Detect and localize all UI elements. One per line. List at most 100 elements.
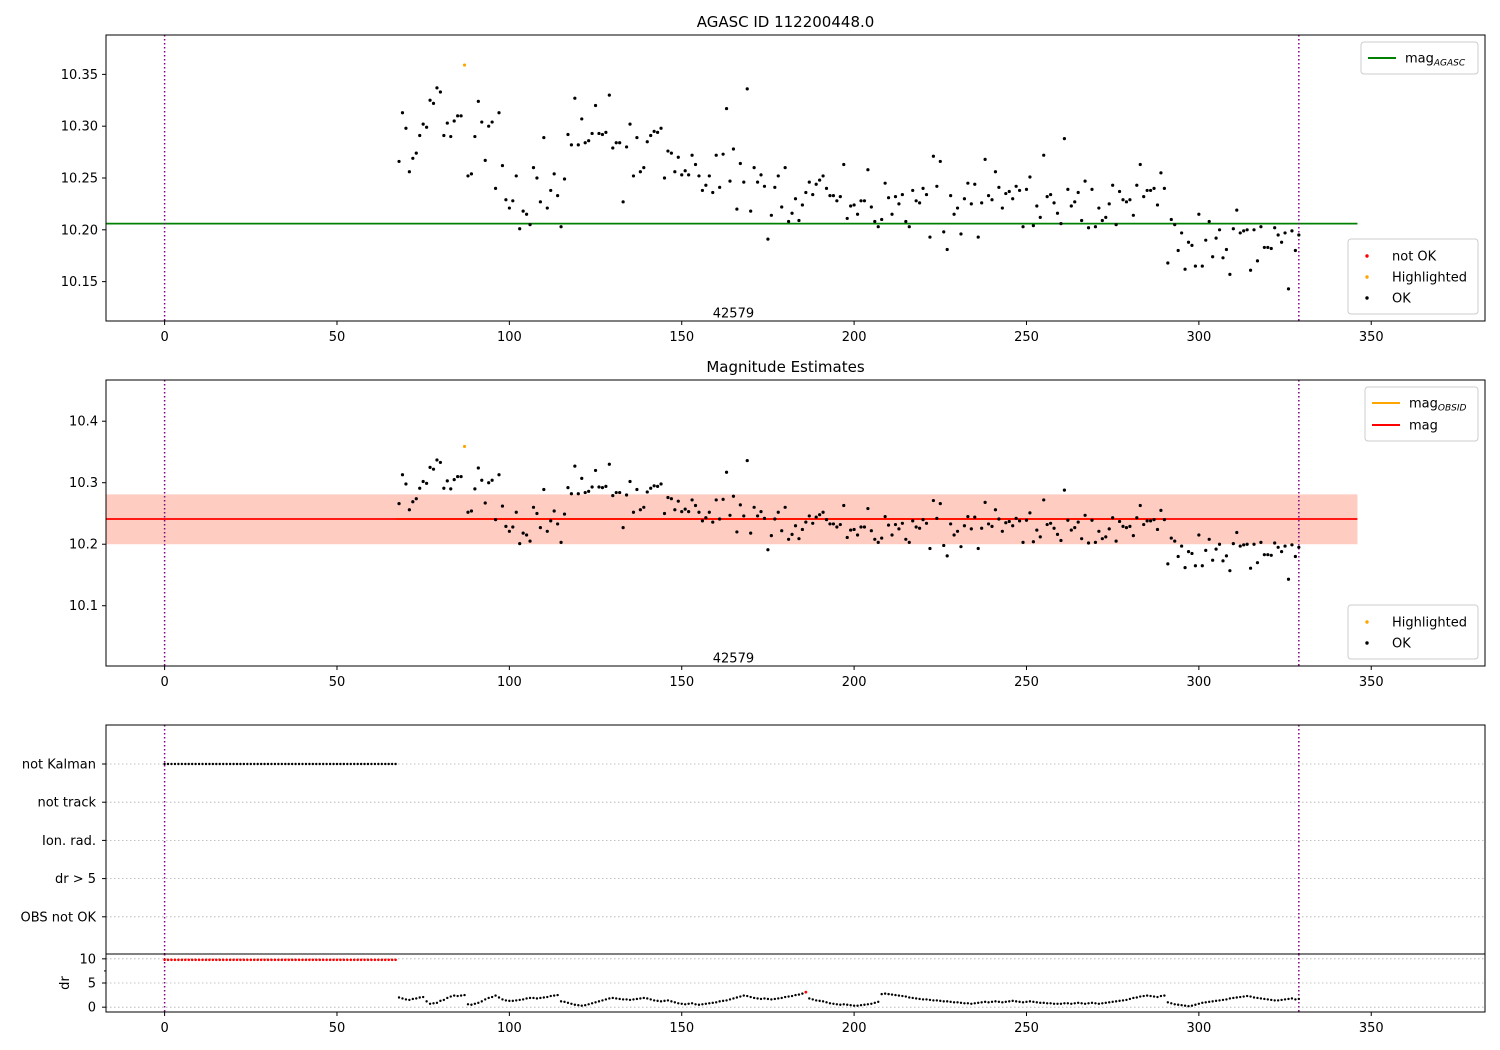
dr-point <box>911 996 914 1000</box>
dr-point <box>808 997 811 1000</box>
dr-point <box>1287 997 1290 1001</box>
not-kalman-flag-point <box>363 762 366 766</box>
dr-capped-point <box>332 958 335 962</box>
ok-point <box>718 517 722 521</box>
ok-point <box>921 518 925 522</box>
ok-point <box>952 212 956 216</box>
dr-point <box>628 998 632 1002</box>
dr-point <box>1090 1001 1094 1005</box>
ok-point <box>397 159 401 164</box>
ok-point <box>1131 534 1135 538</box>
dr-point <box>1221 998 1225 1002</box>
y-tick-label: 10 <box>79 952 96 967</box>
ok-point <box>628 122 632 126</box>
ok-point <box>835 525 839 529</box>
dr-capped-point <box>352 958 356 962</box>
x-tick-label: 300 <box>1186 330 1211 345</box>
ok-point <box>480 478 484 482</box>
x-tick-label: 300 <box>1186 1021 1211 1036</box>
ok-point <box>1028 511 1032 515</box>
ok-point <box>1204 548 1208 552</box>
ok-point <box>1080 218 1084 223</box>
ok-point <box>790 532 794 536</box>
y-tick-label: 10.30 <box>61 120 98 135</box>
not-kalman-flag-point <box>201 762 204 766</box>
not-kalman-flag-point <box>353 762 356 766</box>
ok-point <box>835 199 839 203</box>
ok-point <box>880 536 884 540</box>
x-tick-label: 50 <box>329 1021 346 1036</box>
not-kalman-flag-point <box>242 762 246 766</box>
dr-point <box>528 996 532 1000</box>
not-kalman-flag-point <box>163 762 166 766</box>
ok-point <box>666 149 670 153</box>
ok-point <box>1138 162 1142 167</box>
ok-point <box>1276 545 1280 549</box>
dr-capped-point <box>235 958 239 962</box>
dr-capped-point <box>266 958 270 962</box>
dr-capped-point <box>287 958 291 962</box>
dr-point <box>1163 994 1166 997</box>
ok-point <box>1262 553 1266 557</box>
ok-point <box>911 519 915 523</box>
dr-capped-point <box>342 958 346 962</box>
ok-point <box>976 546 980 551</box>
ok-point <box>638 170 642 174</box>
ok-point <box>559 225 563 229</box>
dr-point <box>632 998 635 1001</box>
dr-point <box>1070 1002 1073 1005</box>
dr-point <box>580 1004 583 1007</box>
ok-point <box>924 192 929 197</box>
ok-point <box>1238 544 1242 548</box>
dr-point <box>1218 999 1221 1002</box>
ok-point <box>1176 554 1180 559</box>
dr-point <box>859 1004 863 1007</box>
dr-capped-point <box>225 958 228 962</box>
ok-point <box>511 199 515 203</box>
ok-point <box>818 178 822 182</box>
ok-point <box>1235 208 1239 212</box>
dr-point <box>832 1002 835 1005</box>
ok-point <box>1135 516 1139 520</box>
ok-point <box>545 206 549 210</box>
ok-point <box>700 188 705 193</box>
ok-point <box>662 176 667 180</box>
dr-capped-point <box>373 958 377 962</box>
dr-point <box>1101 1002 1104 1005</box>
ok-point <box>1211 255 1215 259</box>
not-kalman-flag-point <box>311 762 315 766</box>
ok-point <box>976 235 980 239</box>
ok-point <box>804 190 808 195</box>
dr-point <box>701 1003 704 1006</box>
ok-point <box>769 213 773 217</box>
dr-point <box>415 997 418 1000</box>
ok-point <box>811 192 815 197</box>
not-kalman-flag-point <box>215 762 218 766</box>
dr-point <box>866 1003 870 1006</box>
dr-capped-point <box>256 958 259 962</box>
not-kalman-flag-point <box>166 762 170 766</box>
ok-point <box>414 151 418 155</box>
ok-point <box>738 503 742 507</box>
ok-point <box>1166 562 1170 566</box>
ok-point <box>693 162 698 167</box>
ok-point <box>631 174 636 178</box>
dr-not-ok-point <box>804 990 808 994</box>
dr-point <box>818 999 821 1003</box>
ok-point <box>1145 519 1149 523</box>
not-kalman-flag-point <box>190 762 194 766</box>
ok-point <box>652 129 656 133</box>
ok-point <box>918 201 922 205</box>
ok-point <box>518 227 522 231</box>
ok-point <box>886 196 891 200</box>
dr-point <box>821 1000 825 1003</box>
obsid-annotation: 42579 <box>713 307 754 322</box>
ok-point <box>852 527 856 532</box>
ok-point <box>535 511 539 516</box>
dr-point <box>601 999 604 1002</box>
ok-point <box>1124 526 1129 530</box>
ok-point <box>745 87 749 91</box>
dr-point <box>1083 1002 1087 1005</box>
